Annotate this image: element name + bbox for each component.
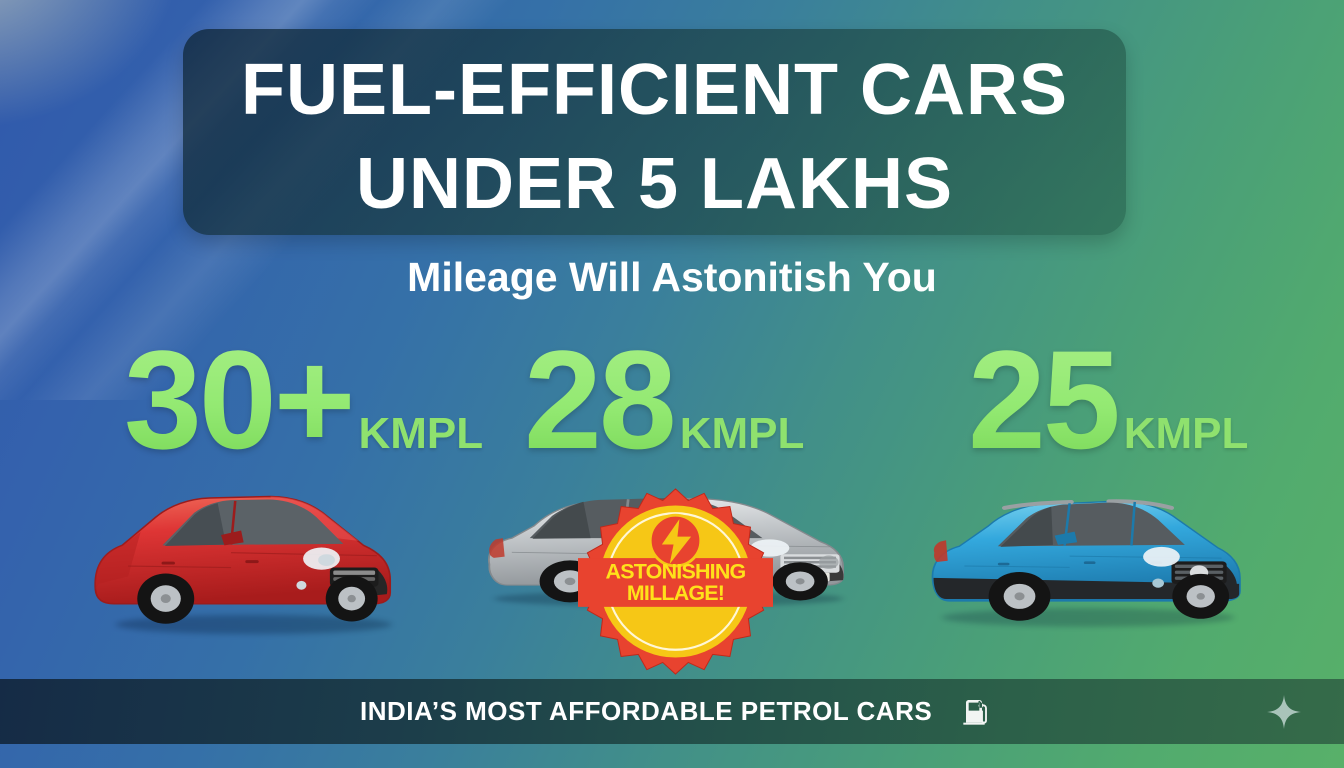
svg-text:MILLAGE!: MILLAGE! <box>627 581 724 605</box>
svg-text:ASTONISHING: ASTONISHING <box>606 560 746 584</box>
